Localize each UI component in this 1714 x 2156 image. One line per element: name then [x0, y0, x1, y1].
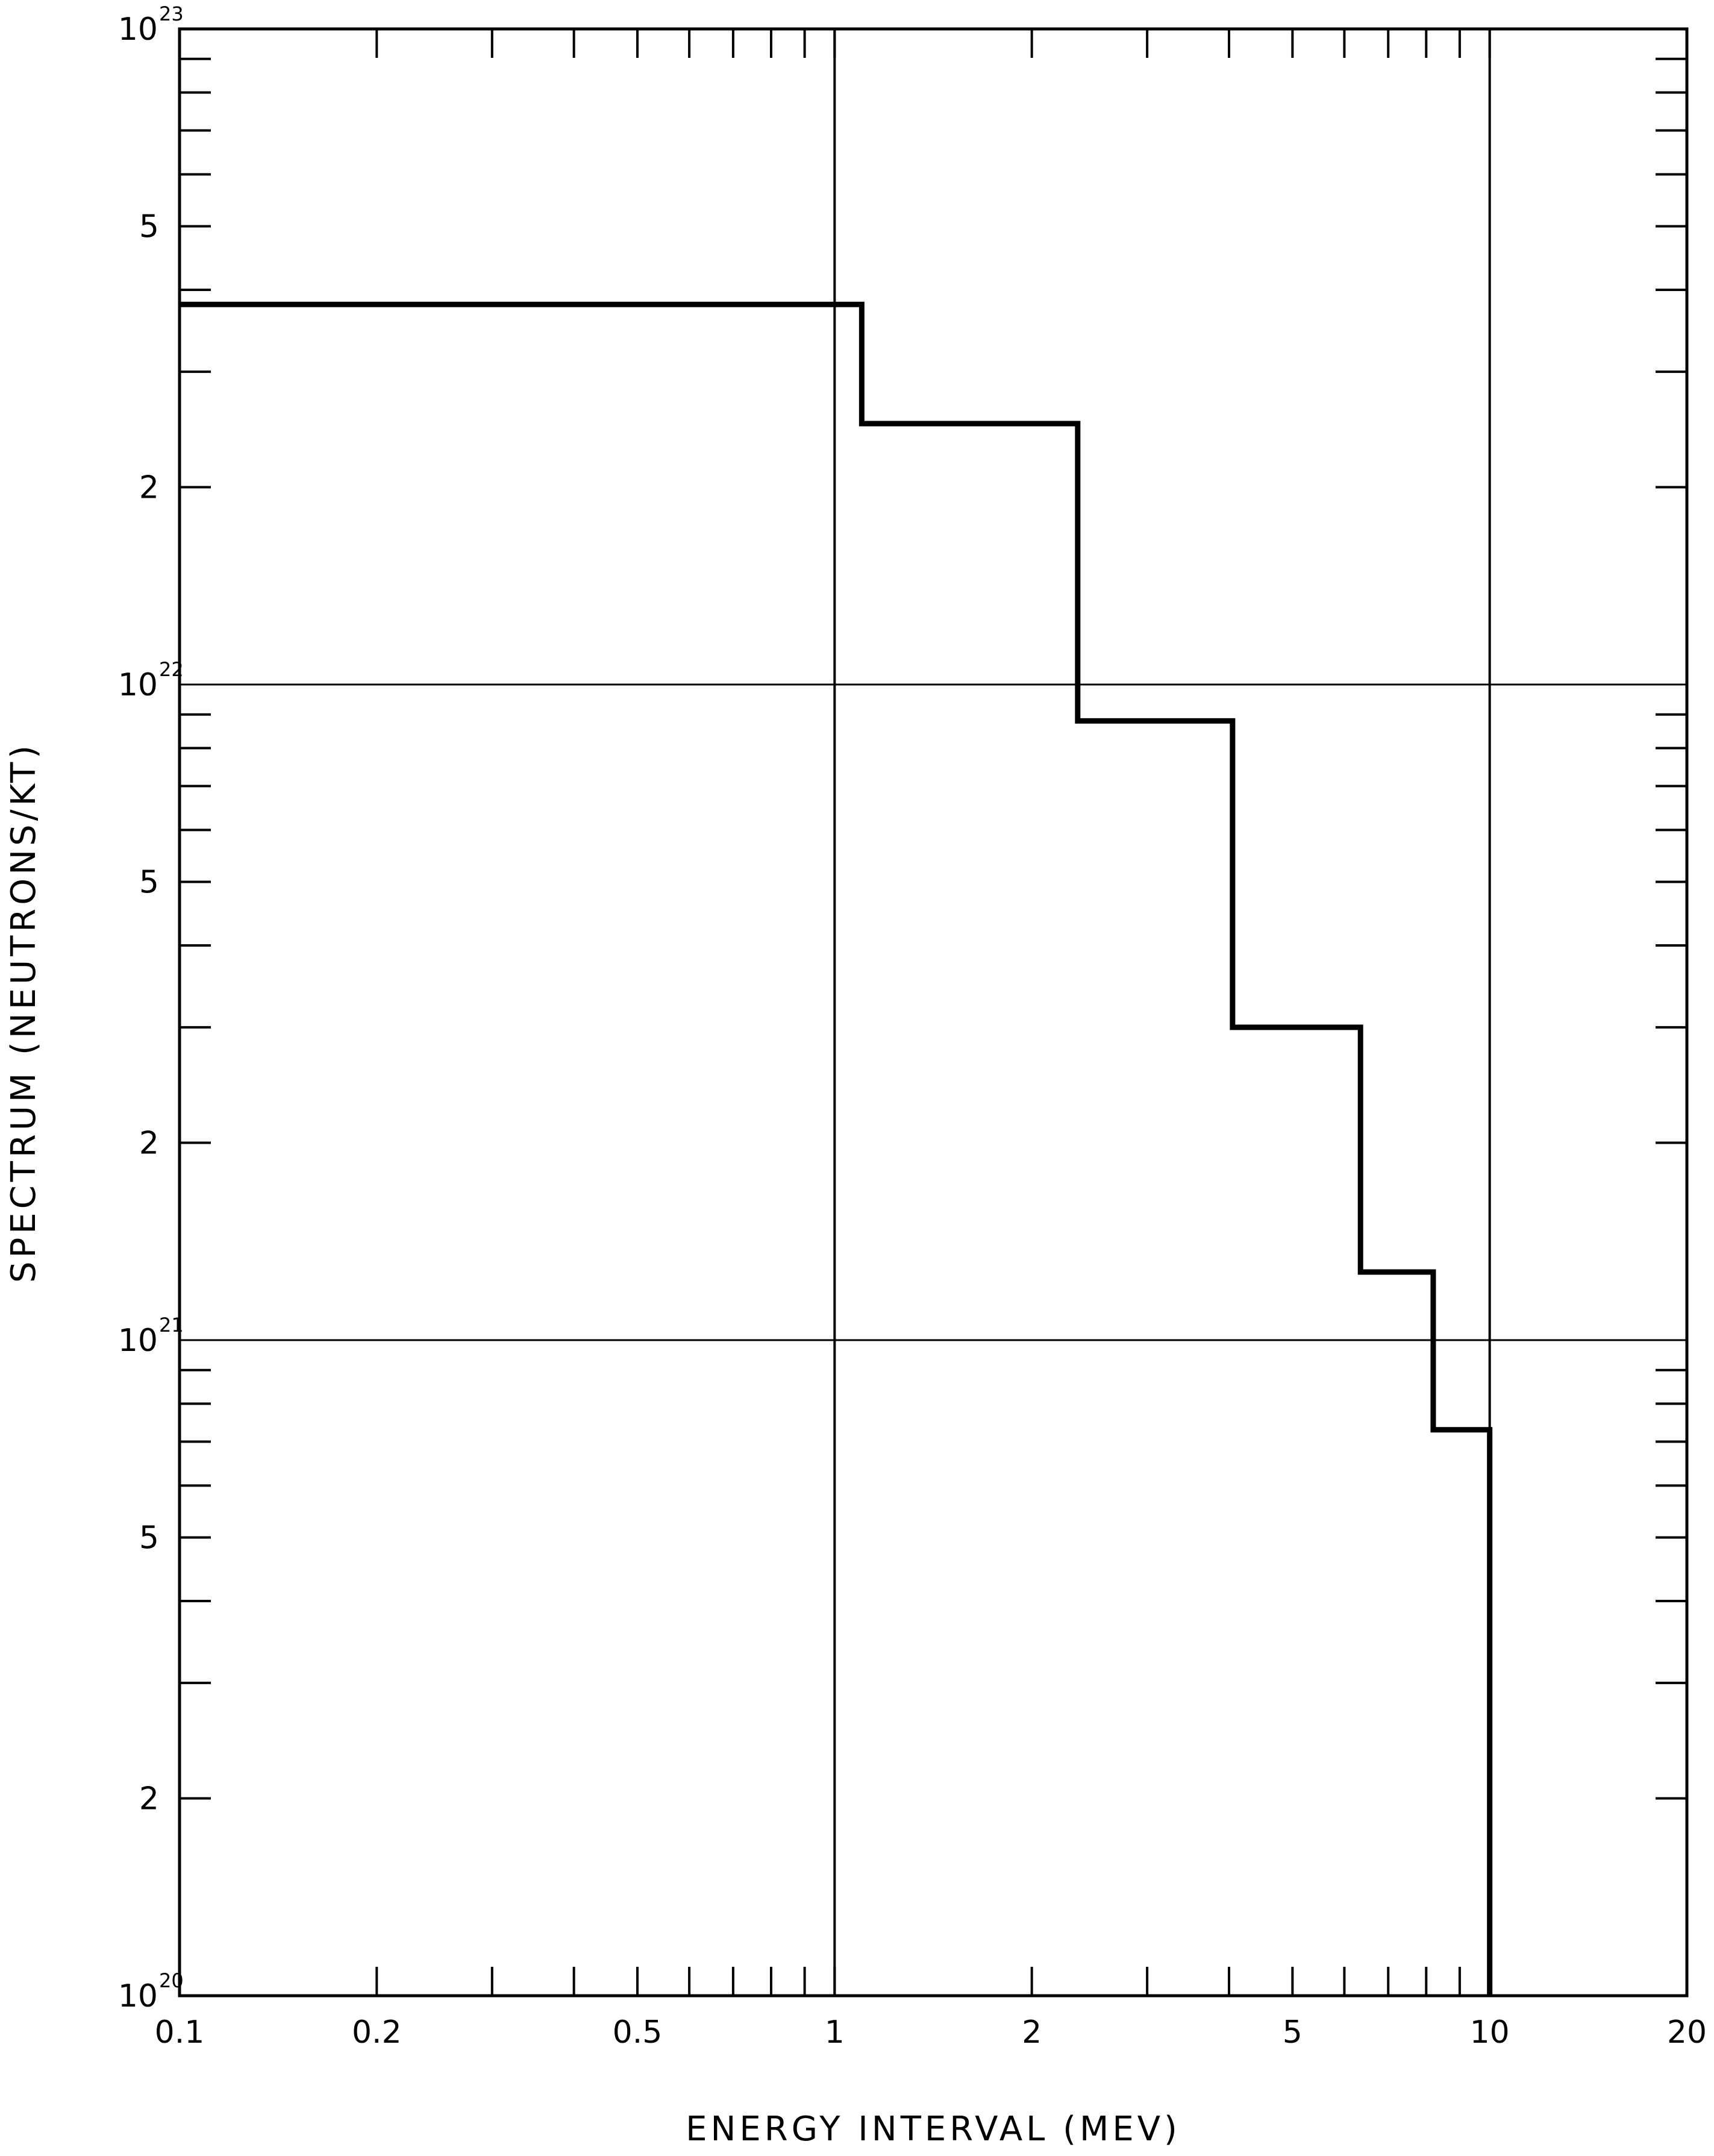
y-axis-title: SPECTRUM (NEUTRONS/KT) [4, 742, 43, 1283]
y-tick-label: 2 [139, 469, 159, 506]
x-tick-label: 0.1 [155, 2014, 205, 2051]
y-tick-label: 2 [139, 1781, 159, 1817]
y-tick-label: 10 [118, 11, 158, 48]
x-tick-label: 0.2 [352, 2014, 402, 2051]
tick-layer [180, 29, 1687, 1996]
series-layer [180, 301, 1493, 1996]
y-tick-label: 5 [139, 209, 159, 245]
x-tick-label: 5 [1283, 2014, 1303, 2051]
y-tick-exponent: 22 [159, 658, 184, 681]
y-tick-exponent: 20 [159, 1969, 184, 1992]
x-tick-label: 2 [1022, 2014, 1042, 2051]
y-tick-label: 5 [139, 865, 159, 901]
x-tick-label: 10 [1470, 2014, 1510, 2051]
y-tick-label: 2 [139, 1125, 159, 1161]
x-axis-title: ENERGY INTERVAL (MEV) [686, 2110, 1181, 2149]
y-tick-label: 10 [118, 1978, 158, 2014]
plot-frame [178, 27, 1689, 1998]
y-tick-exponent: 23 [159, 2, 184, 25]
step-series-line [180, 301, 1493, 1996]
x-tick-label: 1 [825, 2014, 845, 2051]
y-tick-label: 5 [139, 1520, 159, 1556]
grid-layer [180, 29, 1687, 1996]
y-tick-label: 10 [118, 1323, 158, 1359]
y-tick-label: 10 [118, 667, 158, 703]
x-tick-label: 20 [1667, 2014, 1707, 2051]
y-tick-exponent: 21 [159, 1314, 184, 1337]
x-tick-label: 0.5 [613, 2014, 663, 2051]
